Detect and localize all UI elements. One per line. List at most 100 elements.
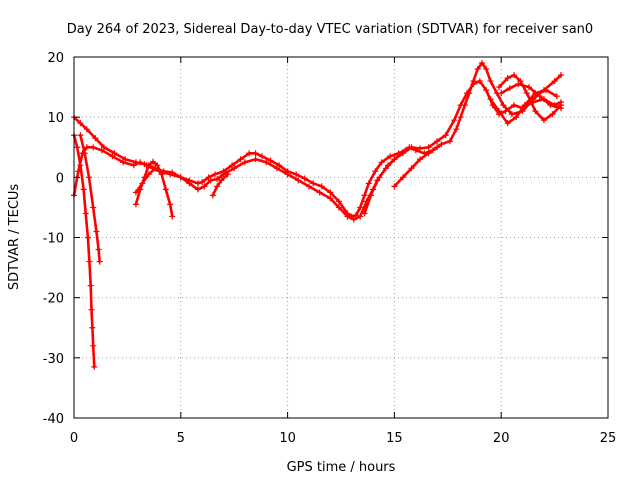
data-point [82,210,89,217]
data-point [408,144,415,151]
data-point [273,165,280,172]
data-point [487,96,494,103]
data-point [553,93,560,100]
data-point [496,108,503,115]
data-point [511,102,518,109]
data-point [451,117,458,124]
series-line [363,150,405,215]
data-point [132,159,139,166]
series-line [72,133,96,369]
data-point [350,216,357,223]
data-point [81,150,88,157]
x-tick-label: 10 [279,431,296,446]
data-point [474,66,481,73]
data-point [483,87,490,94]
series-trace-1 [71,60,565,220]
data-point [457,114,464,121]
data-point [327,195,334,202]
data-point [77,132,84,139]
data-point [365,180,372,187]
data-point [508,111,515,118]
data-point [93,228,100,235]
data-point [194,186,201,193]
data-point [521,102,528,109]
data-point [207,177,214,184]
data-point [457,102,464,109]
series-line [393,146,439,188]
data-point [284,171,291,178]
data-point [305,183,312,190]
data-point [425,150,432,157]
data-point [89,324,96,331]
y-tick-label: 10 [47,111,64,126]
data-point [344,213,351,220]
data-point [88,306,95,313]
data-point [83,126,90,133]
data-point [327,189,334,196]
data-point [218,177,225,184]
data-point [237,156,244,163]
data-point [517,78,524,85]
data-point [84,234,91,241]
data-point [90,342,97,349]
data-point [453,126,460,133]
data-point [100,144,107,151]
data-point [382,165,389,172]
data-point [551,78,558,85]
data-point [85,174,92,181]
data-point [252,156,259,163]
series-layer [71,60,565,370]
data-point [241,159,248,166]
series-trace-4 [77,132,103,265]
data-point [378,159,385,166]
x-tick-label: 25 [600,431,617,446]
data-point [387,153,394,160]
data-point [434,144,441,151]
data-point [132,189,139,196]
data-point [139,180,146,187]
data-point [92,135,99,142]
data-point [77,162,84,169]
data-point [558,72,565,79]
data-point [470,81,477,88]
series-trace-3 [71,132,98,370]
data-point [549,111,556,118]
data-point [205,174,212,181]
data-point [158,171,165,178]
data-point [496,84,503,91]
data-point [276,162,283,169]
data-point [263,159,270,166]
data-point [130,162,137,169]
data-point [515,81,522,88]
data-point [98,147,105,154]
data-point [145,162,152,169]
data-point [478,60,485,67]
data-point [160,168,167,175]
data-point [231,165,238,172]
data-point [543,87,550,94]
y-tick-label: 0 [56,171,64,186]
data-point [547,102,554,109]
data-point [209,192,216,199]
data-point [258,153,265,160]
data-point [87,282,94,289]
data-point [399,174,406,181]
data-point [150,158,157,165]
data-point [523,90,530,97]
x-tick-label: 15 [386,431,403,446]
data-point [367,192,374,199]
data-point [399,149,406,156]
x-tick-label: 5 [177,431,185,446]
series-trace-6 [132,165,159,196]
data-point [502,108,509,115]
data-point [417,145,424,152]
series-trace-11 [498,81,565,112]
data-point [558,105,565,112]
data-point [476,78,483,85]
data-point [391,183,398,190]
y-tick-labels: -40 -30 -20 -10 0 10 20 [43,51,64,427]
data-point [252,150,259,157]
data-point [145,171,152,178]
data-point [372,168,379,175]
data-point [500,102,507,109]
